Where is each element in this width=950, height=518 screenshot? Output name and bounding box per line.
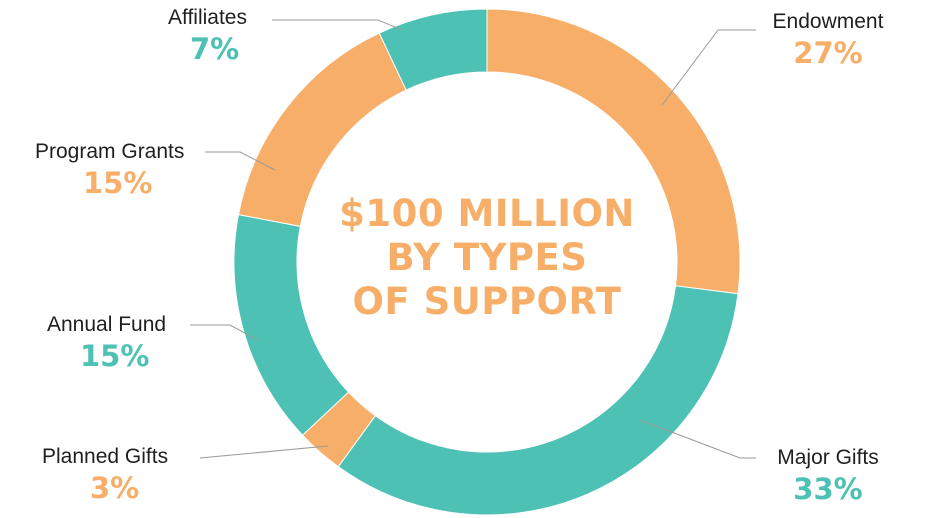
- slice-percent: 33%: [793, 472, 863, 506]
- chart-title-line-2: BY TYPES: [386, 236, 588, 279]
- chart-title-line-3: OF SUPPORT: [352, 280, 622, 323]
- slice-label-annual-fund: Annual Fund 15%: [47, 313, 197, 373]
- slice-label-major-gifts: Major Gifts 33%: [758, 446, 898, 506]
- leader-line-endowment: [661, 29, 756, 106]
- slice-name: Endowment: [772, 10, 884, 33]
- slice-label-program-grants: Program Grants 15%: [35, 140, 215, 200]
- slice-percent: 15%: [80, 339, 150, 373]
- slice-name: Affiliates: [168, 6, 247, 29]
- slice-label-endowment: Endowment 27%: [758, 10, 898, 70]
- slice-percent: 3%: [90, 471, 140, 505]
- slice-name: Annual Fund: [47, 313, 167, 336]
- slice-percent: 27%: [793, 36, 863, 70]
- leader-lines: [190, 19, 756, 459]
- slice-name: Program Grants: [35, 140, 185, 163]
- chart-title: $100 MILLION BY TYPES OF SUPPORT: [310, 192, 664, 324]
- leader-line-major-gifts: [639, 419, 756, 459]
- slice-percent: 7%: [190, 32, 240, 66]
- slice-name: Major Gifts: [777, 446, 879, 469]
- slice-affiliates: [378, 8, 488, 91]
- slice-major-gifts: [337, 285, 739, 516]
- leader-line-planned-gifts: [199, 445, 329, 459]
- slice-label-affiliates: Affiliates 7%: [168, 6, 278, 66]
- slice-name: Planned Gifts: [42, 445, 169, 468]
- leader-line-program-grants: [205, 151, 276, 171]
- leader-line-affiliates: [272, 19, 403, 31]
- slice-label-planned-gifts: Planned Gifts 3%: [42, 445, 202, 505]
- chart-title-line-1: $100 MILLION: [339, 192, 635, 235]
- slice-percent: 15%: [83, 166, 153, 200]
- leader-line-annual-fund: [190, 324, 259, 341]
- donut-slices: [233, 8, 741, 516]
